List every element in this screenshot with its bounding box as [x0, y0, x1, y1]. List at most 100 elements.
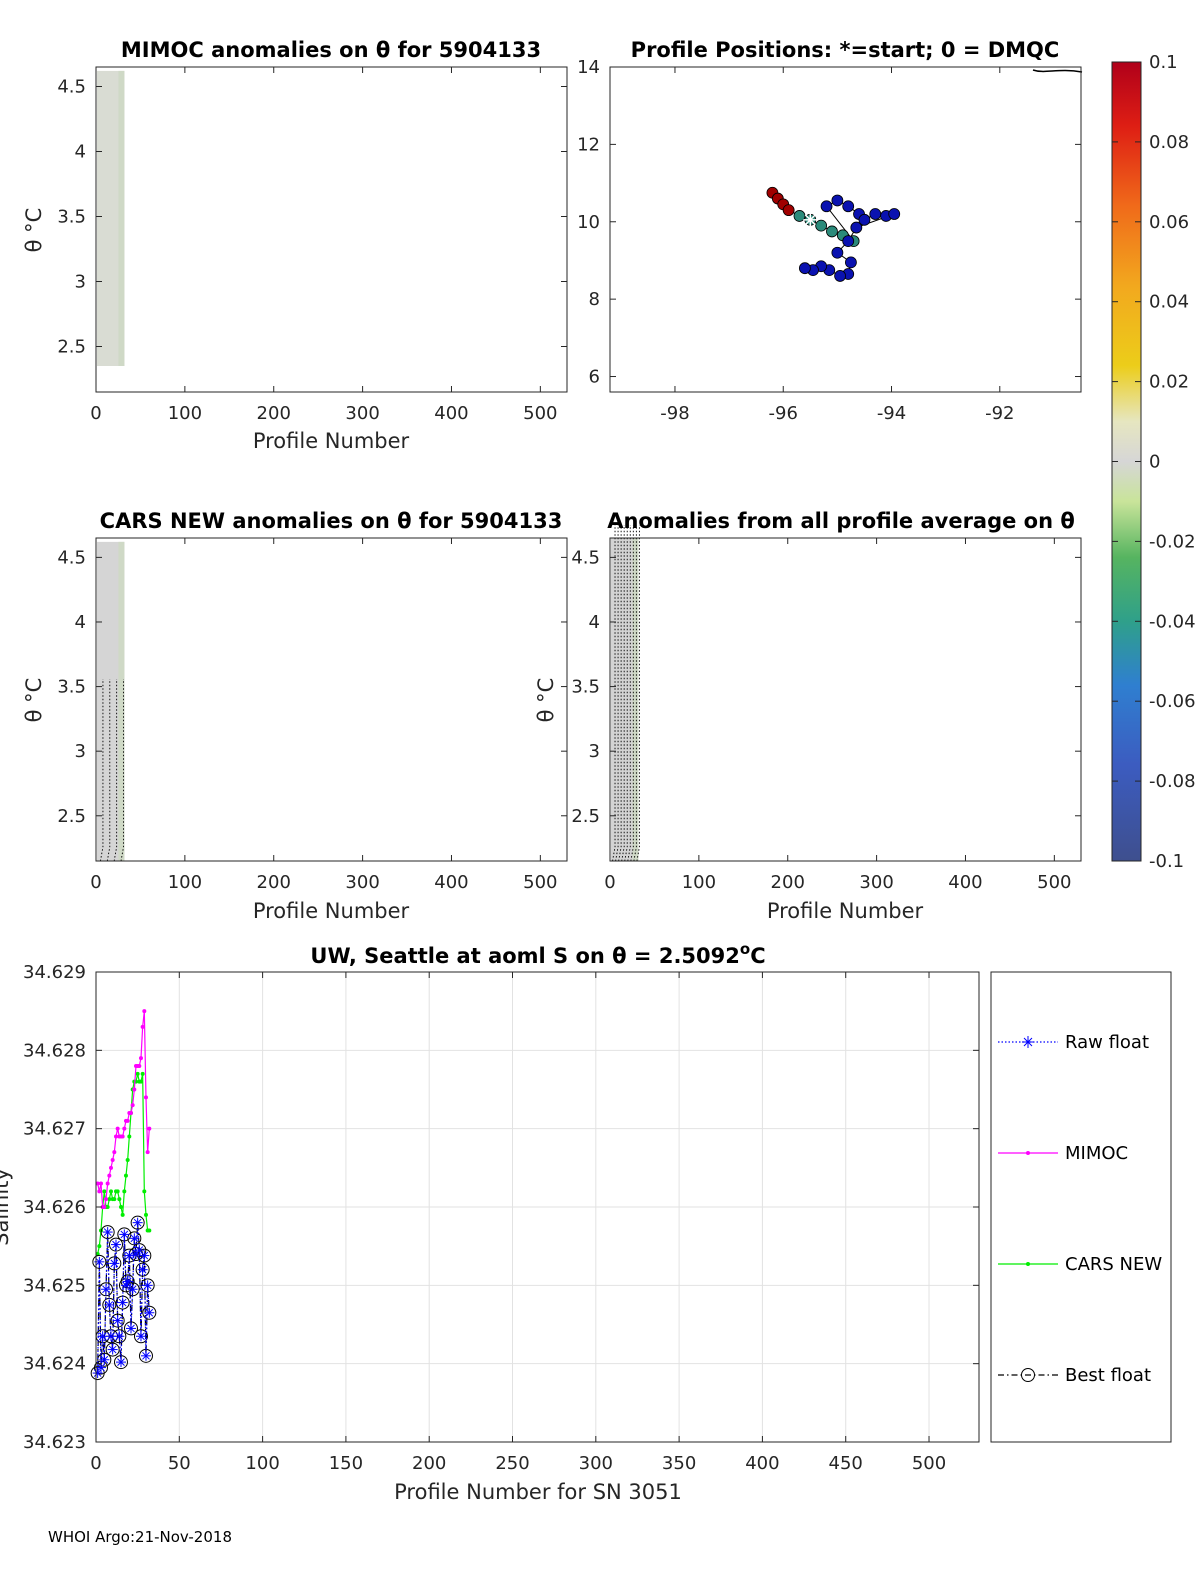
mimoc-ylabel: θ °C	[22, 208, 46, 253]
asterisk-stroke	[97, 1363, 105, 1372]
anomaly-contour	[113, 679, 118, 862]
series-point	[124, 1250, 135, 1261]
series-point	[105, 1181, 110, 1186]
y-tick-label: 34.626	[23, 1197, 86, 1218]
asterisk-stroke	[115, 1332, 124, 1341]
colorbar-tick-label: -0.04	[1149, 611, 1196, 632]
all-profile-anomaly-panel: Anomalies from all profile average on θ …	[534, 509, 1082, 923]
y-tick-label: 8	[589, 289, 600, 310]
x-tick-label: -94	[877, 403, 906, 424]
series-point	[127, 1284, 138, 1295]
anomaly-contour	[615, 525, 619, 862]
y-tick-label: 3	[589, 741, 600, 762]
series-point	[113, 1134, 118, 1139]
asterisk-stroke	[130, 1234, 139, 1243]
series-point	[145, 1150, 150, 1155]
legend-marker	[1021, 1368, 1035, 1382]
profile-position-marker	[850, 221, 863, 234]
x-tick-label: 400	[745, 1453, 779, 1474]
series-point	[128, 1111, 133, 1115]
x-tick-label: 100	[168, 403, 202, 424]
cars-axes-box	[95, 537, 568, 862]
y-tick-label: 4.5	[571, 547, 600, 568]
asterisk-stroke	[110, 1259, 119, 1268]
x-tick-label: 300	[345, 403, 379, 424]
series-point	[110, 1313, 125, 1328]
anomaly-edge-band	[632, 538, 639, 861]
y-tick-label: 34.625	[23, 1275, 86, 1296]
series-point	[92, 1254, 107, 1269]
series-point	[102, 1227, 113, 1238]
series-point	[104, 1299, 115, 1310]
anomaly-contour	[624, 525, 628, 862]
colorbar-tick-label: 0.06	[1149, 212, 1189, 233]
cars-anomaly-panel: CARS NEW anomalies on θ for 5904133 Prof…	[22, 509, 568, 923]
legend-label: CARS NEW	[1065, 1254, 1162, 1275]
profile-position-marker	[888, 208, 901, 220]
y-tick-label: 34.627	[23, 1119, 86, 1140]
asterisk-stroke	[145, 1308, 154, 1317]
anomaly-contour	[612, 525, 616, 862]
colorbar-tick-label: -0.06	[1149, 691, 1196, 712]
asterisk-stroke	[137, 1332, 145, 1341]
cars-ylabel: θ °C	[22, 678, 46, 723]
x-tick-label: 400	[948, 872, 982, 893]
asterisk-stroke	[103, 1228, 112, 1236]
series-point	[102, 1205, 107, 1209]
colorbar-tick-label: -0.08	[1149, 771, 1196, 792]
series-point	[122, 1126, 127, 1131]
mimoc-title: MIMOC anomalies on θ for 5904133	[121, 38, 541, 62]
colorbar-tick-label: -0.1	[1149, 851, 1184, 872]
y-tick-label: 10	[577, 212, 600, 233]
series-point	[122, 1189, 127, 1194]
start-asterisk-stroke	[804, 214, 816, 226]
colorbar-tick-label: 0.08	[1149, 132, 1189, 153]
anomaly-edge-band	[118, 541, 125, 861]
series-point	[105, 1205, 110, 1209]
series-point	[138, 1079, 143, 1084]
x-tick-label: 100	[682, 872, 716, 893]
x-tick-label: 200	[257, 403, 291, 424]
anomaly-contour	[618, 525, 622, 862]
x-tick-label: 200	[412, 1453, 446, 1474]
series-point	[120, 1212, 125, 1217]
series-point	[119, 1229, 130, 1240]
asterisk-stroke	[93, 1369, 102, 1377]
asterisk-stroke	[120, 1230, 129, 1239]
x-tick-label: 100	[168, 872, 202, 893]
series-point	[140, 1024, 145, 1029]
y-tick-label: 4	[75, 142, 86, 163]
series-line-raw-float	[97, 1222, 150, 1374]
legend-marker	[1022, 1036, 1034, 1048]
profile-position-marker	[826, 225, 838, 238]
positions-axes-box	[609, 66, 1082, 393]
x-tick-label: 400	[434, 403, 468, 424]
x-tick-label: 150	[329, 1453, 363, 1474]
profile-position-marker	[815, 219, 828, 232]
x-tick-label: 0	[90, 403, 101, 424]
x-tick-label: 300	[859, 872, 893, 893]
asterisk-stroke	[142, 1351, 150, 1360]
series-point	[112, 1150, 117, 1155]
series-point	[112, 1315, 123, 1326]
asterisk-stroke	[125, 1251, 134, 1260]
series-point	[95, 1362, 106, 1373]
series-point	[130, 1103, 135, 1108]
series-point	[135, 1071, 140, 1076]
asterisk-stroke	[98, 1332, 107, 1341]
profile-position-marker	[858, 213, 871, 226]
x-tick-label: -92	[985, 403, 1014, 424]
series-point	[115, 1126, 120, 1131]
y-tick-label: 2.5	[571, 806, 600, 827]
series-point	[110, 1158, 115, 1162]
asterisk-stroke	[117, 1358, 125, 1366]
series-point	[109, 1258, 120, 1269]
profile-position-marker	[798, 262, 811, 275]
x-tick-label: 450	[829, 1453, 863, 1474]
allprof-xlabel: Profile Number	[767, 899, 924, 923]
asterisk-stroke	[138, 1265, 147, 1274]
x-tick-label: 200	[771, 872, 805, 893]
series-line-cars-new	[97, 1073, 150, 1255]
series-point	[127, 1134, 132, 1139]
x-tick-label: 350	[662, 1453, 696, 1474]
